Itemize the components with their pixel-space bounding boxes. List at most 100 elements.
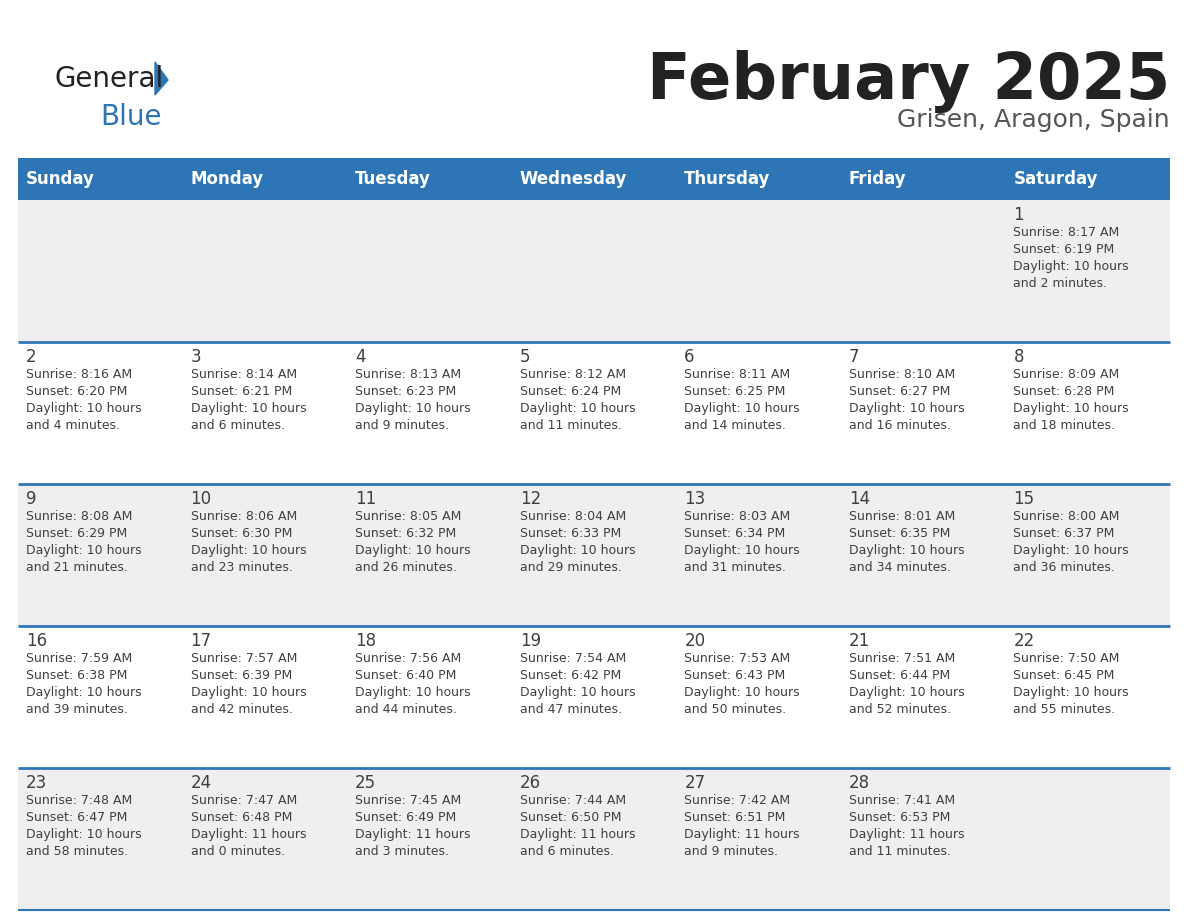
Text: 2: 2 — [26, 348, 37, 366]
Text: Daylight: 10 hours: Daylight: 10 hours — [684, 544, 800, 557]
Text: Daylight: 10 hours: Daylight: 10 hours — [355, 544, 470, 557]
Text: 13: 13 — [684, 490, 706, 508]
Text: and 52 minutes.: and 52 minutes. — [849, 703, 950, 716]
Text: Sunrise: 8:06 AM: Sunrise: 8:06 AM — [190, 510, 297, 523]
Text: 22: 22 — [1013, 632, 1035, 650]
Bar — [1005, 484, 1170, 626]
Text: Sunrise: 7:50 AM: Sunrise: 7:50 AM — [1013, 652, 1120, 665]
Text: Daylight: 10 hours: Daylight: 10 hours — [26, 828, 141, 841]
Bar — [676, 342, 841, 484]
Text: Sunrise: 7:45 AM: Sunrise: 7:45 AM — [355, 794, 461, 807]
Text: Sunset: 6:47 PM: Sunset: 6:47 PM — [26, 811, 127, 824]
Text: Sunset: 6:19 PM: Sunset: 6:19 PM — [1013, 243, 1114, 256]
Text: and 26 minutes.: and 26 minutes. — [355, 561, 457, 574]
Text: 15: 15 — [1013, 490, 1035, 508]
Text: and 14 minutes.: and 14 minutes. — [684, 419, 786, 432]
Text: Daylight: 10 hours: Daylight: 10 hours — [190, 686, 307, 699]
Text: and 23 minutes.: and 23 minutes. — [190, 561, 292, 574]
Bar — [18, 200, 183, 342]
Text: Sunrise: 8:08 AM: Sunrise: 8:08 AM — [26, 510, 132, 523]
Text: Daylight: 10 hours: Daylight: 10 hours — [190, 544, 307, 557]
Text: Sunset: 6:48 PM: Sunset: 6:48 PM — [190, 811, 292, 824]
Text: Sunrise: 7:51 AM: Sunrise: 7:51 AM — [849, 652, 955, 665]
Text: and 9 minutes.: and 9 minutes. — [355, 419, 449, 432]
Text: and 44 minutes.: and 44 minutes. — [355, 703, 457, 716]
Text: and 2 minutes.: and 2 minutes. — [1013, 277, 1107, 290]
Text: Wednesday: Wednesday — [519, 170, 627, 188]
Text: and 6 minutes.: and 6 minutes. — [519, 845, 614, 858]
Text: Daylight: 10 hours: Daylight: 10 hours — [355, 686, 470, 699]
Text: Daylight: 10 hours: Daylight: 10 hours — [519, 402, 636, 415]
Bar — [18, 768, 183, 910]
Text: 11: 11 — [355, 490, 377, 508]
Text: Sunrise: 8:09 AM: Sunrise: 8:09 AM — [1013, 368, 1119, 381]
Text: and 11 minutes.: and 11 minutes. — [849, 845, 950, 858]
Bar — [347, 626, 512, 768]
Bar — [512, 342, 676, 484]
Text: 28: 28 — [849, 774, 870, 792]
Text: and 11 minutes.: and 11 minutes. — [519, 419, 621, 432]
Bar — [841, 342, 1005, 484]
Text: Sunrise: 8:03 AM: Sunrise: 8:03 AM — [684, 510, 790, 523]
Text: Sunrise: 7:56 AM: Sunrise: 7:56 AM — [355, 652, 461, 665]
Text: 6: 6 — [684, 348, 695, 366]
Text: 10: 10 — [190, 490, 211, 508]
Text: and 6 minutes.: and 6 minutes. — [190, 419, 285, 432]
Text: Daylight: 11 hours: Daylight: 11 hours — [849, 828, 965, 841]
Bar — [1005, 768, 1170, 910]
Text: Sunday: Sunday — [26, 170, 95, 188]
Bar — [347, 342, 512, 484]
Text: Sunset: 6:51 PM: Sunset: 6:51 PM — [684, 811, 785, 824]
Text: and 3 minutes.: and 3 minutes. — [355, 845, 449, 858]
Text: Sunrise: 8:17 AM: Sunrise: 8:17 AM — [1013, 226, 1119, 239]
Text: Sunset: 6:23 PM: Sunset: 6:23 PM — [355, 385, 456, 398]
Text: 19: 19 — [519, 632, 541, 650]
Bar — [841, 484, 1005, 626]
Text: Sunset: 6:43 PM: Sunset: 6:43 PM — [684, 669, 785, 682]
Polygon shape — [154, 62, 168, 95]
Text: and 21 minutes.: and 21 minutes. — [26, 561, 128, 574]
Text: and 4 minutes.: and 4 minutes. — [26, 419, 120, 432]
Text: Sunset: 6:45 PM: Sunset: 6:45 PM — [1013, 669, 1114, 682]
Bar — [676, 200, 841, 342]
Text: Sunrise: 7:47 AM: Sunrise: 7:47 AM — [190, 794, 297, 807]
Text: Sunrise: 8:13 AM: Sunrise: 8:13 AM — [355, 368, 461, 381]
Text: Sunrise: 8:14 AM: Sunrise: 8:14 AM — [190, 368, 297, 381]
Text: Sunset: 6:35 PM: Sunset: 6:35 PM — [849, 527, 950, 540]
Text: Friday: Friday — [849, 170, 906, 188]
Text: 25: 25 — [355, 774, 377, 792]
Text: Sunrise: 7:53 AM: Sunrise: 7:53 AM — [684, 652, 790, 665]
Text: Sunrise: 7:54 AM: Sunrise: 7:54 AM — [519, 652, 626, 665]
Text: Sunrise: 7:42 AM: Sunrise: 7:42 AM — [684, 794, 790, 807]
Bar — [676, 484, 841, 626]
Text: 20: 20 — [684, 632, 706, 650]
Text: 21: 21 — [849, 632, 870, 650]
Text: Daylight: 10 hours: Daylight: 10 hours — [26, 402, 141, 415]
Text: Sunrise: 8:12 AM: Sunrise: 8:12 AM — [519, 368, 626, 381]
Text: Sunset: 6:24 PM: Sunset: 6:24 PM — [519, 385, 621, 398]
Text: Grisen, Aragon, Spain: Grisen, Aragon, Spain — [897, 108, 1170, 132]
Text: and 58 minutes.: and 58 minutes. — [26, 845, 128, 858]
Text: Sunset: 6:39 PM: Sunset: 6:39 PM — [190, 669, 292, 682]
Bar — [183, 626, 347, 768]
Text: Daylight: 10 hours: Daylight: 10 hours — [684, 402, 800, 415]
Text: Daylight: 11 hours: Daylight: 11 hours — [190, 828, 307, 841]
Text: Daylight: 10 hours: Daylight: 10 hours — [26, 686, 141, 699]
Text: Sunset: 6:29 PM: Sunset: 6:29 PM — [26, 527, 127, 540]
Bar — [347, 484, 512, 626]
Text: Daylight: 10 hours: Daylight: 10 hours — [26, 544, 141, 557]
Text: Sunrise: 8:04 AM: Sunrise: 8:04 AM — [519, 510, 626, 523]
Text: Thursday: Thursday — [684, 170, 771, 188]
Text: 16: 16 — [26, 632, 48, 650]
Bar — [512, 484, 676, 626]
Text: 17: 17 — [190, 632, 211, 650]
Text: Sunset: 6:42 PM: Sunset: 6:42 PM — [519, 669, 621, 682]
Text: Sunset: 6:32 PM: Sunset: 6:32 PM — [355, 527, 456, 540]
Bar — [18, 484, 183, 626]
Text: Daylight: 10 hours: Daylight: 10 hours — [849, 686, 965, 699]
Text: Sunset: 6:53 PM: Sunset: 6:53 PM — [849, 811, 950, 824]
Text: Sunset: 6:34 PM: Sunset: 6:34 PM — [684, 527, 785, 540]
Bar — [18, 342, 183, 484]
Text: February 2025: February 2025 — [646, 50, 1170, 113]
Text: Daylight: 10 hours: Daylight: 10 hours — [849, 544, 965, 557]
